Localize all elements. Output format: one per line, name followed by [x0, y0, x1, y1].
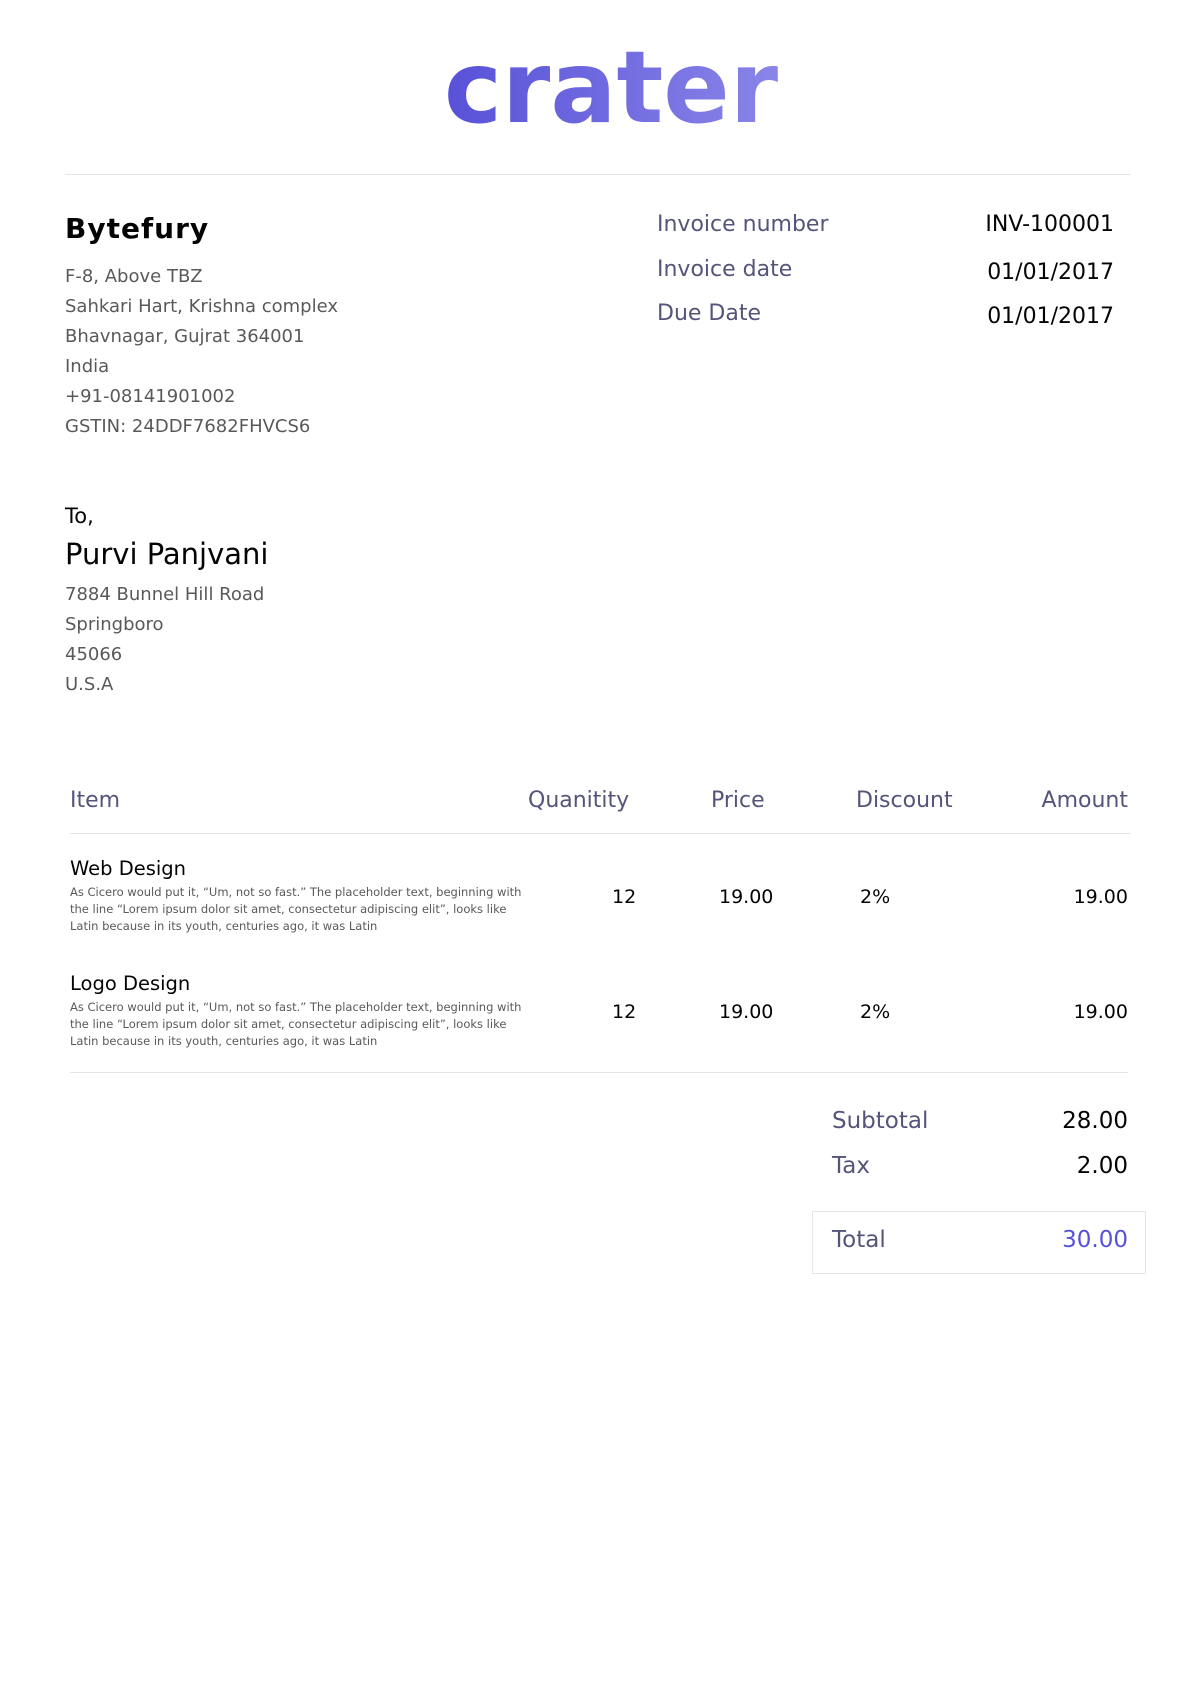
item-name: Web Design	[70, 857, 187, 880]
item-name: Logo Design	[70, 972, 191, 995]
tax-value: 2.00	[1076, 1153, 1128, 1179]
item-price: 19.00	[719, 886, 774, 908]
due-date: 01/01/2017	[987, 304, 1114, 329]
header-item: Item	[70, 788, 121, 813]
invoice-number: INV-100001	[985, 212, 1114, 237]
address-line: Bhavnagar, Gujrat 364001	[65, 326, 305, 347]
to-label: To,	[65, 504, 94, 528]
company-address: F-8, Above TBZ Sahkari Hart, Krishna com…	[65, 262, 338, 442]
header-divider	[65, 174, 1131, 175]
svg-text:crater: crater	[444, 42, 778, 132]
due-date-label: Due Date	[657, 301, 761, 326]
total-label: Total	[832, 1227, 886, 1253]
crater-logo: crater	[444, 42, 778, 132]
address-line: India	[65, 356, 110, 377]
subtotal-label: Subtotal	[832, 1108, 929, 1134]
phone: +91-08141901002	[65, 386, 236, 407]
address-line: Sahkari Hart, Krishna complex	[65, 296, 339, 317]
item-quantity: 12	[612, 1001, 637, 1023]
invoice-date-label: Invoice date	[657, 257, 793, 282]
header-amount: Amount	[1041, 788, 1128, 813]
item-amount: 19.00	[1073, 1001, 1128, 1023]
table-header-divider	[70, 833, 1131, 834]
item-description: As Cicero would put it, “Um, not so fast…	[70, 1000, 522, 1048]
invoice-number-label: Invoice number	[657, 212, 829, 237]
item-quantity: 12	[612, 886, 637, 908]
table-footer-divider	[70, 1072, 1128, 1073]
item-discount: 2%	[860, 1001, 891, 1023]
item-price: 19.00	[719, 1001, 774, 1023]
header-quantity: Quanitity	[528, 788, 630, 813]
customer-address: 7884 Bunnel Hill Road Springboro 45066 U…	[65, 580, 264, 700]
company-name: Bytefury	[65, 212, 210, 245]
customer-name: Purvi Panjvani	[65, 537, 269, 571]
subtotal-value: 28.00	[1062, 1108, 1128, 1134]
item-description: As Cicero would put it, “Um, not so fast…	[70, 885, 522, 933]
header-price: Price	[711, 788, 765, 813]
address-line: U.S.A	[65, 674, 114, 695]
address-line: 45066	[65, 644, 123, 665]
item-discount: 2%	[860, 886, 891, 908]
total-value: 30.00	[1062, 1227, 1128, 1253]
gstin: GSTIN: 24DDF7682FHVCS6	[65, 416, 311, 437]
total-box	[812, 1211, 1146, 1274]
address-line: Springboro	[65, 614, 164, 635]
item-amount: 19.00	[1073, 886, 1128, 908]
address-line: F-8, Above TBZ	[65, 266, 203, 287]
tax-label: Tax	[832, 1153, 870, 1179]
invoice-date: 01/01/2017	[987, 260, 1114, 285]
header-discount: Discount	[856, 788, 953, 813]
address-line: 7884 Bunnel Hill Road	[65, 584, 265, 605]
